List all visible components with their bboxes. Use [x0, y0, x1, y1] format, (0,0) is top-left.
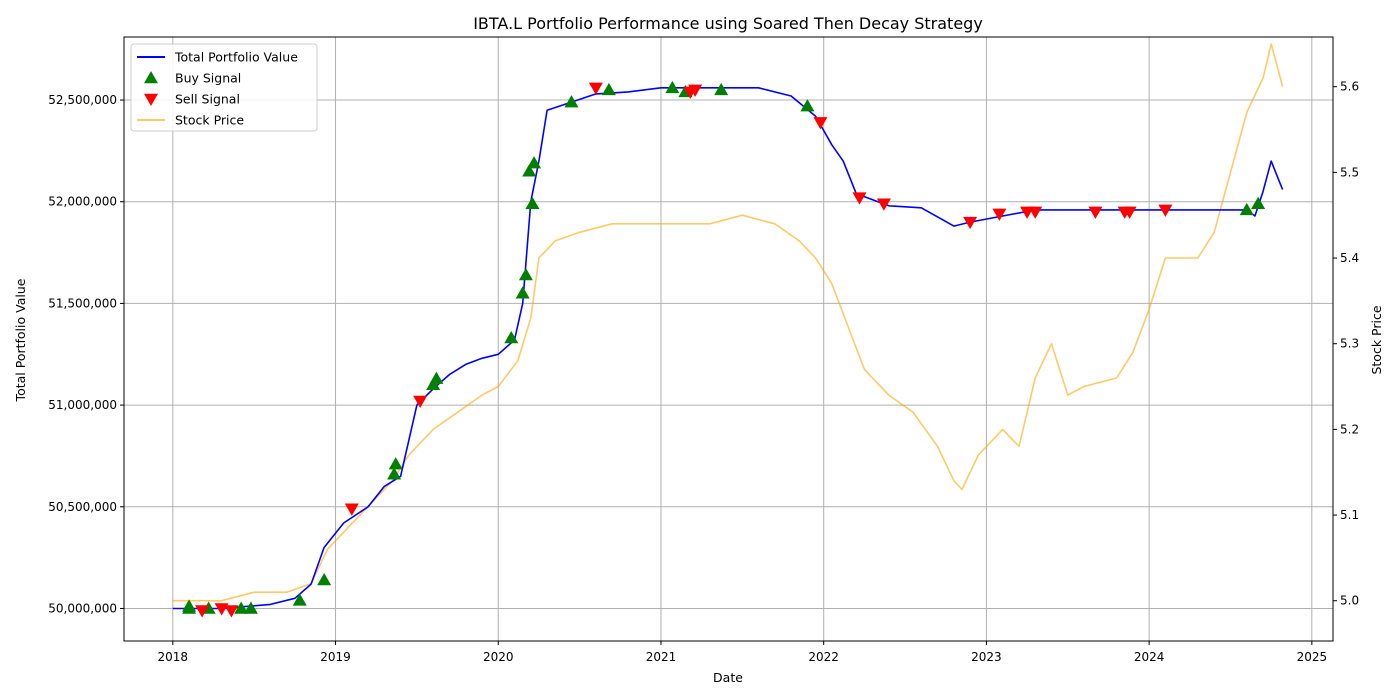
y2-tick-label: 5.4	[1340, 251, 1359, 265]
plot-frame	[123, 36, 1334, 642]
buy-signal-marker	[800, 99, 815, 112]
buy-signal-marker	[317, 572, 332, 586]
sell-signal-marker	[688, 84, 703, 97]
y2-tick-label: 5.5	[1340, 165, 1359, 179]
sell-signal-marker	[224, 605, 239, 618]
y-tick-label: 52,500,000	[48, 93, 117, 107]
buy-signal-marker	[518, 267, 533, 281]
buy-signal-marker	[714, 82, 729, 96]
buy-signal-marker	[522, 164, 537, 177]
y-axis-label: Total Portfolio Value	[13, 278, 28, 402]
sell-signal-marker	[1088, 206, 1103, 219]
sell-signal-marker	[588, 82, 603, 95]
legend-label: Stock Price	[175, 113, 244, 128]
y2-tick-label: 5.1	[1340, 508, 1359, 522]
y2-axis-label: Stock Price	[1369, 305, 1384, 374]
buy-signal-marker	[243, 601, 258, 614]
sell-signal-marker	[852, 192, 867, 205]
buy-signal-marker	[515, 286, 530, 299]
x-tick-label: 2021	[646, 650, 677, 664]
buy-signal-marker	[387, 467, 402, 480]
buy-signal-marker	[601, 82, 616, 96]
buy-signal-marker	[1239, 202, 1254, 216]
y2-tick-label: 5.3	[1340, 337, 1359, 351]
buy-signal-marker	[525, 196, 540, 210]
buy-signal-marker	[1251, 196, 1266, 210]
y2-tick-label: 5.0	[1340, 594, 1359, 608]
buy-signal-marker	[388, 457, 403, 470]
legend-sell-marker	[144, 93, 158, 106]
y-tick-label: 50,000,000	[48, 601, 117, 615]
legend-buy-marker	[144, 71, 158, 84]
buy-signal-marker	[292, 593, 307, 606]
x-tick-label: 2020	[483, 650, 514, 664]
sell-signal-marker	[963, 216, 978, 230]
sell-signal-marker	[1122, 206, 1137, 219]
chart-legend: Total Portfolio Value Buy Signal Sell Sign…	[130, 43, 318, 132]
x-tick-label: 2024	[1134, 650, 1165, 664]
sell-signal-marker	[1158, 204, 1173, 217]
y-tick-label: 52,000,000	[48, 195, 117, 209]
buy-signal-marker	[182, 599, 197, 612]
buy-signal-marker	[234, 601, 249, 614]
legend-label: Sell Signal	[175, 92, 240, 107]
y-tick-label: 51,000,000	[48, 398, 117, 412]
sell-signal-marker	[413, 395, 428, 409]
sell-signal-marker	[876, 198, 891, 211]
y-tick-label: 50,500,000	[48, 500, 117, 514]
y-axis-ticks: 50,000,000 50,500,000 51,000,000 51,500,000…	[48, 93, 124, 615]
chart-title: IBTA.L Portfolio Performance using Soare…	[473, 14, 983, 33]
buy-signal-marker	[564, 95, 579, 108]
x-tick-label: 2019	[320, 650, 351, 664]
grid-lines	[124, 37, 1333, 641]
y-tick-label: 51,500,000	[48, 296, 117, 310]
buy-signal-marker	[527, 156, 542, 169]
sell-signal-marker	[992, 208, 1007, 221]
sell-signal-marker	[813, 117, 828, 130]
y2-tick-label: 5.2	[1340, 422, 1359, 436]
legend-label: Buy Signal	[175, 71, 241, 86]
x-tick-label: 2018	[158, 650, 189, 664]
buy-signal-marker	[429, 371, 444, 384]
x-axis-label: Date	[713, 670, 743, 685]
x-tick-label: 2022	[808, 650, 839, 664]
sell-signal-marker	[195, 605, 210, 618]
y2-axis-ticks: 5.0 5.1 5.2 5.3 5.4 5.5 5.6	[1333, 80, 1359, 608]
x-tick-label: 2025	[1297, 650, 1328, 664]
buy-signal-marker	[665, 80, 680, 94]
signal-markers	[182, 80, 1266, 618]
legend-label: Total Portfolio Value	[174, 50, 298, 65]
sell-signal-marker	[344, 503, 359, 516]
sell-signal-marker	[1028, 206, 1043, 219]
y2-tick-label: 5.6	[1340, 80, 1359, 94]
legend-box	[130, 43, 318, 132]
x-axis-ticks: 2018 2019 2020 2021 2022 2023 2024 2025	[158, 641, 1328, 664]
x-tick-label: 2023	[971, 650, 1002, 664]
buy-signal-marker	[504, 330, 519, 344]
